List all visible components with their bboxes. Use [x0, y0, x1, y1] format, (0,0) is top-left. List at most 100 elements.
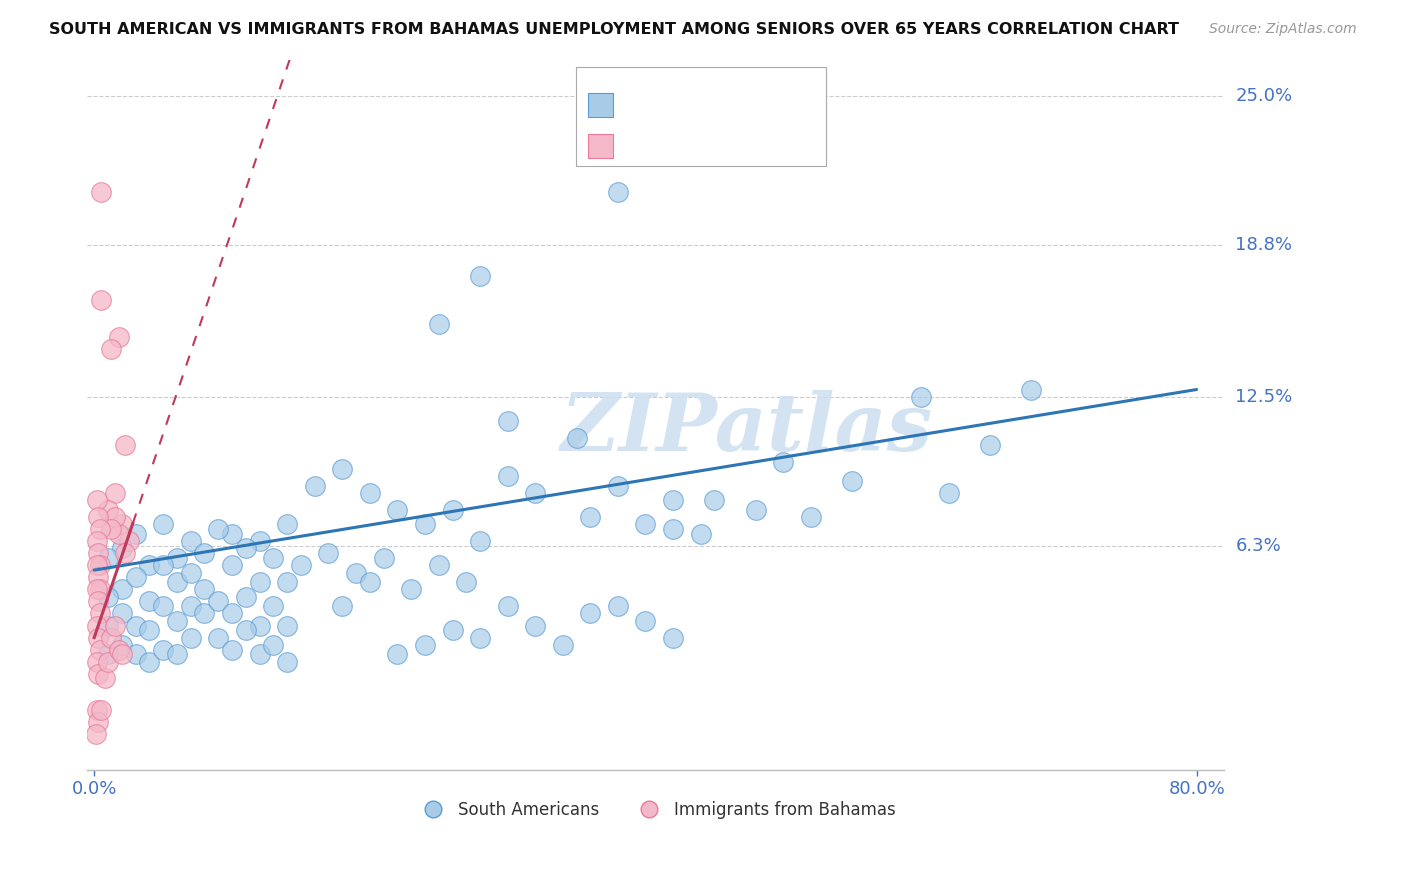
Point [90, 185, 112, 199]
Point [89, 642, 111, 657]
Point [86, 655, 108, 669]
Point [703, 493, 725, 508]
Point [166, 648, 188, 662]
Point [606, 185, 628, 199]
Point [193, 546, 215, 560]
Point [399, 582, 422, 597]
Point [221, 607, 243, 621]
Point [111, 541, 134, 556]
Point [373, 551, 395, 566]
Point [318, 546, 340, 560]
Point [579, 607, 602, 621]
Text: R =: R = [620, 136, 655, 153]
Point [359, 486, 381, 500]
Point [606, 599, 628, 614]
Point [138, 655, 160, 669]
Point [86, 558, 108, 573]
Point [90, 703, 112, 717]
Point [97, 551, 120, 566]
Point [87, 666, 110, 681]
Point [124, 618, 146, 632]
Point [249, 575, 271, 590]
Point [441, 503, 464, 517]
Text: 25.0%: 25.0% [1236, 87, 1292, 104]
Point [1019, 383, 1042, 397]
Point [579, 510, 602, 524]
Point [662, 631, 685, 645]
Point [89, 522, 111, 536]
Point [152, 642, 174, 657]
Point [114, 546, 136, 560]
Point [111, 648, 134, 662]
Point [524, 486, 547, 500]
Point [276, 618, 298, 632]
Point [86, 534, 108, 549]
Point [606, 479, 628, 493]
Point [166, 551, 188, 566]
Point [441, 624, 464, 638]
Point [235, 541, 257, 556]
Point [180, 534, 202, 549]
Text: ZIPatlas: ZIPatlas [561, 391, 932, 467]
Point [276, 517, 298, 532]
Point [152, 558, 174, 573]
Point [90, 293, 112, 308]
Text: 18.8%: 18.8% [1236, 236, 1292, 254]
Point [524, 618, 547, 632]
Point [249, 618, 271, 632]
Point [108, 527, 131, 541]
Point [111, 607, 134, 621]
Point [772, 455, 794, 469]
Point [138, 558, 160, 573]
Point [221, 558, 243, 573]
Point [551, 638, 574, 652]
Point [496, 414, 519, 428]
Point [276, 575, 298, 590]
Point [262, 599, 284, 614]
Point [744, 503, 766, 517]
Point [111, 638, 134, 652]
Point [262, 638, 284, 652]
Point [104, 510, 127, 524]
Point [249, 534, 271, 549]
Point [235, 624, 257, 638]
Point [104, 618, 127, 632]
Point [89, 582, 111, 597]
Point [87, 714, 110, 729]
Point [468, 534, 491, 549]
Point [841, 474, 863, 488]
Text: R =: R = [620, 95, 655, 113]
Point [86, 618, 108, 632]
Point [97, 618, 120, 632]
Point [97, 590, 120, 604]
Point [221, 527, 243, 541]
Point [634, 517, 657, 532]
Point [97, 503, 120, 517]
Point [193, 607, 215, 621]
Point [468, 631, 491, 645]
FancyBboxPatch shape [576, 67, 827, 166]
Text: SOUTH AMERICAN VS IMMIGRANTS FROM BAHAMAS UNEMPLOYMENT AMONG SENIORS OVER 65 YEA: SOUTH AMERICAN VS IMMIGRANTS FROM BAHAMA… [49, 22, 1180, 37]
Point [330, 462, 353, 476]
Point [97, 648, 120, 662]
Point [427, 558, 450, 573]
Point [468, 269, 491, 284]
Point [207, 522, 229, 536]
Point [124, 648, 146, 662]
Point [427, 318, 450, 332]
Point [290, 558, 312, 573]
Point [751, 142, 773, 156]
Point [207, 594, 229, 608]
Point [104, 486, 127, 500]
Point [87, 546, 110, 560]
Point [118, 534, 141, 549]
Point [496, 469, 519, 483]
Point [180, 599, 202, 614]
Point [138, 624, 160, 638]
FancyBboxPatch shape [588, 134, 613, 158]
Point [138, 594, 160, 608]
Point [111, 517, 134, 532]
Point [344, 566, 367, 580]
Point [86, 582, 108, 597]
Point [86, 703, 108, 717]
